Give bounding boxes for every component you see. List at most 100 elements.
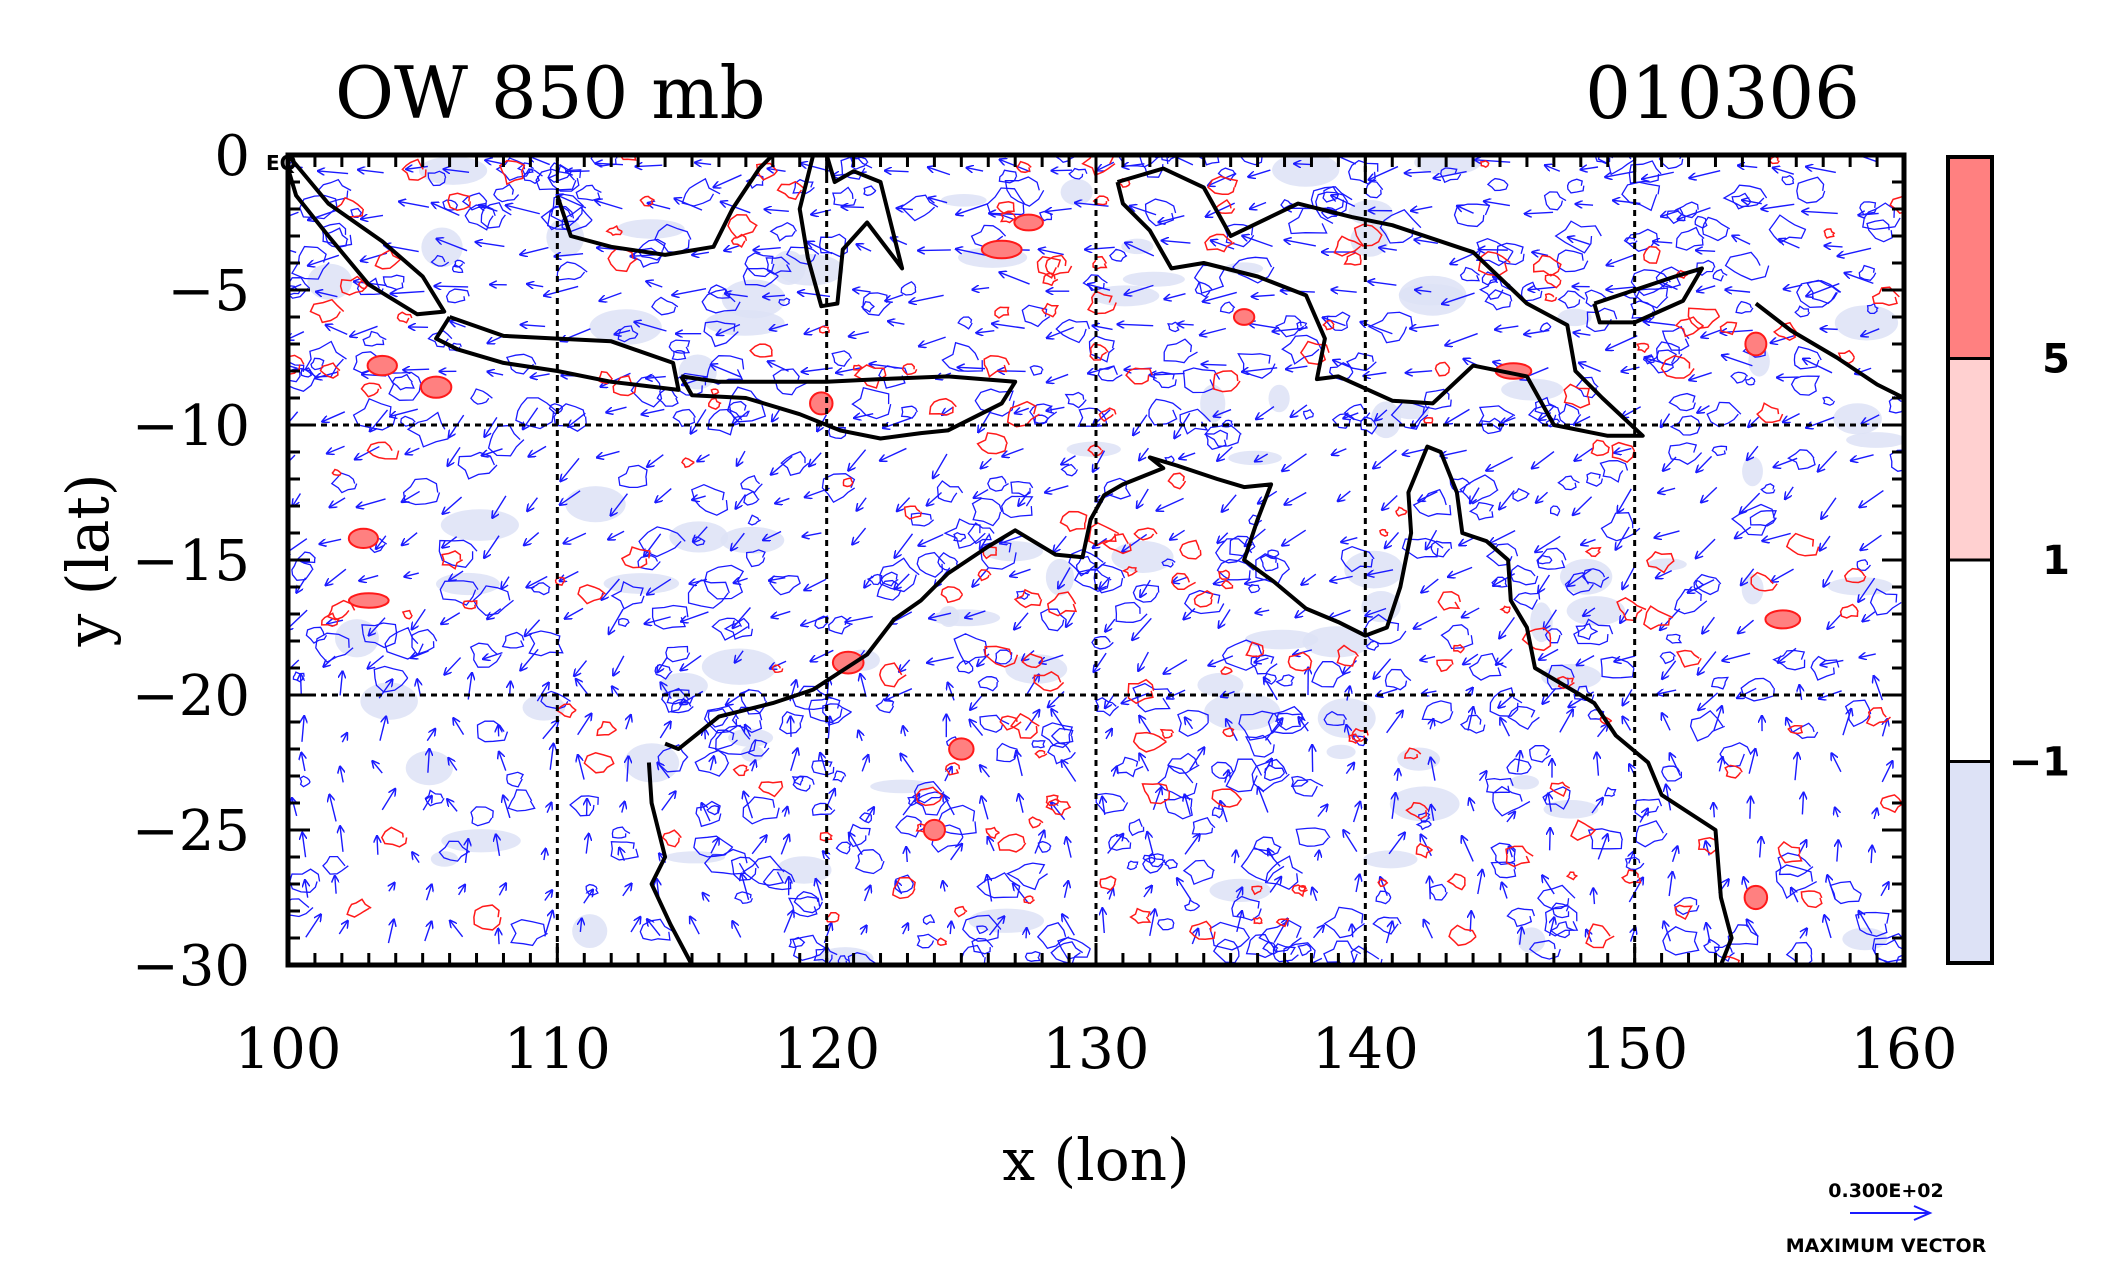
wind-vector [536,683,548,702]
wind-vector [1184,834,1200,855]
negative-contour [1088,335,1115,363]
wind-vector [1880,882,1889,897]
negative-contour [1093,563,1126,594]
wind-vector [305,880,308,898]
negative-contour [507,789,536,812]
x-tick-label: 140 [1312,1017,1419,1082]
wind-vector [391,291,425,293]
negative-contour [1513,592,1541,611]
negative-contour [1507,705,1540,731]
negative-region [1204,692,1281,731]
wind-vector [1347,686,1350,701]
wind-vector [600,372,631,387]
wind-vector [544,911,553,937]
wind-vector [611,493,629,516]
negative-contour [651,604,689,630]
wind-vector [302,833,305,858]
negative-contour [1375,890,1392,905]
wind-vector [329,795,337,822]
negative-region [938,606,960,628]
wind-vector [288,538,308,556]
wind-vector [1282,453,1307,471]
positive-contour [1087,290,1117,315]
negative-contour [1558,403,1582,426]
negative-contour [1869,588,1902,616]
wind-vector [1525,212,1554,213]
negative-contour [304,340,347,378]
positive-contour [1167,472,1187,490]
equator-label: EQ [266,151,297,175]
wind-vector [1548,793,1551,812]
positive-contour [710,388,720,397]
negative-contour [778,297,791,307]
positive-contour [901,363,918,376]
negative-contour [1740,677,1775,702]
wind-vector [450,921,464,938]
wind-vector [1799,685,1801,701]
negative-contour [703,848,748,875]
negative-contour [1822,396,1835,406]
negative-region [1541,663,1602,690]
wind-vector [1217,532,1229,543]
wind-vector [358,170,384,173]
negative-region [701,648,777,685]
positive-contour [1099,875,1117,891]
positive-contour [1133,527,1158,541]
wind-vector [1170,529,1185,539]
wind-vector [1208,172,1237,186]
wind-vector [1294,164,1312,165]
wind-vector [1467,707,1473,731]
negative-contour [1179,408,1211,435]
negative-region [741,745,764,762]
negative-region [435,572,500,596]
negative-contour [900,281,917,296]
wind-vector [1421,578,1439,592]
wind-vector [487,372,504,375]
negative-contour [1272,943,1299,963]
negative-contour [1796,280,1842,309]
wind-vector [1881,761,1892,783]
negative-contour [1489,687,1523,717]
negative-contour [1440,167,1462,184]
wind-vector [1236,911,1242,933]
negative-contour [1097,365,1123,382]
positive-contour [940,586,964,604]
wind-vector [657,656,669,672]
colorbar-band [1948,560,1992,762]
wind-vector [765,209,789,211]
negative-contour [1768,214,1807,244]
negative-contour [1512,487,1530,502]
negative-contour [1215,538,1253,564]
wind-vector [574,660,588,677]
negative-contour [693,835,734,858]
wind-vector [1532,450,1555,469]
wind-vector [390,408,418,416]
wind-vector [1105,618,1116,631]
wind-vector [520,246,549,255]
negative-contour [476,720,509,743]
negative-contour [1506,758,1532,775]
wind-vector [737,450,746,466]
wind-vector [1379,248,1397,251]
wind-vector [1484,201,1510,205]
negative-contour [638,526,686,558]
wind-vector [1414,240,1438,244]
wind-vector [861,926,867,936]
wind-vector [338,921,347,935]
negative-contour [556,261,588,281]
wind-vector [942,406,954,415]
negative-contour [352,397,397,431]
positive-contour [1298,885,1308,892]
wind-vector [1606,287,1636,290]
wind-vector [1051,170,1073,171]
wind-vector [1234,850,1236,864]
negative-contour [831,350,853,367]
negative-region [665,851,726,864]
wind-vector [426,729,435,742]
negative-contour [1787,449,1816,471]
wind-vector [377,836,378,855]
wind-vector [944,767,952,782]
positive-core [1232,308,1256,326]
wind-vector [1093,326,1113,330]
negative-contour [1177,709,1209,737]
